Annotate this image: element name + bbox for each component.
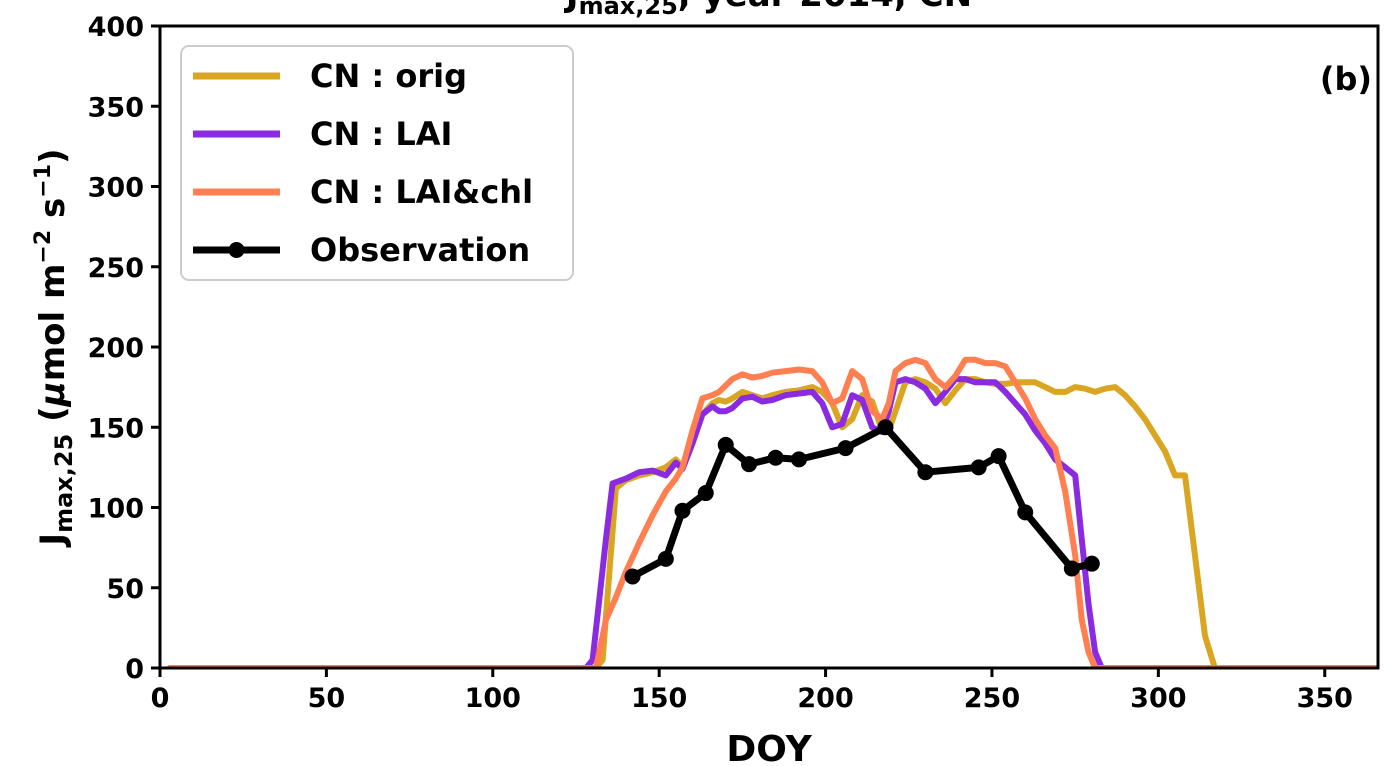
y-tick-label: 300	[88, 173, 144, 204]
y-axis-title-unit: mol m	[33, 264, 73, 382]
x-tick-label: 300	[1130, 683, 1186, 714]
observation-point	[837, 440, 854, 457]
observation-point	[741, 456, 758, 473]
legend-label: CN : orig	[310, 57, 467, 95]
series-line-cn-lai	[167, 376, 1378, 668]
y-tick-label: 200	[88, 333, 144, 364]
y-tick-label: 0	[125, 654, 144, 685]
legend: CN : orig CN : LAI CN : LAI&chl Observation	[180, 45, 574, 281]
y-axis-title-exp2: −1	[31, 164, 56, 198]
y-axis-title-open: (	[33, 406, 73, 433]
observation-point	[1063, 560, 1080, 577]
x-tick-label: 150	[631, 683, 687, 714]
x-axis-title: DOY	[726, 729, 812, 766]
observation-point	[970, 459, 987, 476]
y-axis-ticks: 0 50 100 150 200 250 300 350 400	[88, 12, 160, 685]
chart-title-sub: max,25	[579, 0, 678, 20]
panel-label: (b)	[1320, 60, 1372, 98]
observation-point	[717, 436, 734, 453]
observation-point	[1083, 555, 1100, 572]
y-axis-title: Jmax,25 (μmol m−2 s−1)	[31, 148, 78, 547]
observation-point	[877, 419, 894, 436]
y-axis-title-mu: μ	[33, 381, 73, 407]
y-tick-label: 50	[106, 574, 144, 605]
observation-point	[1017, 504, 1034, 521]
legend-marker	[228, 242, 245, 258]
observation-point	[767, 449, 784, 466]
legend-label: CN : LAI&chl	[310, 173, 533, 211]
observation-point	[624, 568, 641, 585]
x-tick-label: 100	[465, 683, 521, 714]
x-tick-label: 200	[797, 683, 853, 714]
x-tick-label: 50	[308, 683, 346, 714]
legend-box	[180, 45, 574, 281]
series-layer	[167, 356, 1378, 668]
y-axis-title-sub: max,25	[50, 434, 78, 533]
y-tick-label: 150	[88, 413, 144, 444]
chart-title: Jmax,25, year 2014, CN	[564, 0, 972, 20]
y-tick-label: 250	[88, 253, 144, 284]
x-tick-label: 250	[964, 683, 1020, 714]
legend-label: CN : LAI	[310, 115, 452, 153]
y-axis-title-exp1: −2	[31, 230, 56, 264]
observation-point	[657, 550, 674, 567]
observation-point	[790, 451, 807, 468]
series-line-observation	[629, 423, 1096, 580]
series-line-cn-lai-chl	[167, 356, 1378, 668]
chart-title-main: J	[564, 0, 579, 15]
y-axis-title-s: s	[33, 198, 73, 230]
y-tick-label: 400	[88, 12, 144, 43]
observation-point	[990, 448, 1007, 465]
y-axis-title-main: J	[33, 533, 73, 548]
observation-point	[917, 464, 934, 481]
observation-point	[674, 502, 691, 519]
x-tick-label: 350	[1297, 683, 1353, 714]
chart-title-rest: , year 2014, CN	[678, 0, 972, 15]
x-tick-label: 0	[151, 683, 170, 714]
y-axis-title-close: )	[33, 148, 73, 164]
legend-label: Observation	[310, 231, 530, 269]
y-tick-label: 100	[88, 494, 144, 525]
observation-point	[697, 485, 714, 502]
x-axis-ticks: 0 50 100 150 200 250 300 350	[151, 668, 1353, 714]
y-tick-label: 350	[88, 92, 144, 123]
series-line-cn-orig	[167, 376, 1378, 668]
